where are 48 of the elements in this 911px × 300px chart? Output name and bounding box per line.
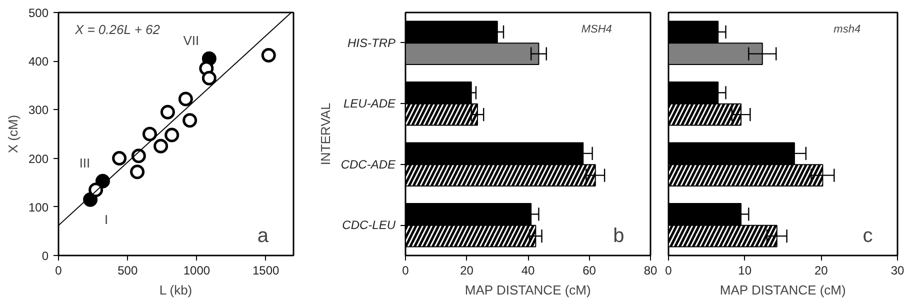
annotation: I xyxy=(104,212,108,228)
x-tick-label: 20 xyxy=(460,264,474,278)
x-tick-label: 80 xyxy=(644,264,658,278)
x-tick-label: 0 xyxy=(665,264,672,278)
y-tick-label: CDC-ADE xyxy=(340,157,396,172)
point xyxy=(154,138,168,154)
y-tick-label: 500 xyxy=(28,6,49,20)
point xyxy=(131,148,146,164)
point xyxy=(112,151,127,166)
x-tick-label: 0 xyxy=(55,264,62,278)
y-tick-label: HIS-TRP xyxy=(348,36,396,50)
point xyxy=(130,164,145,180)
y-axis-title: INTERVAL xyxy=(318,102,333,166)
point xyxy=(164,128,180,142)
x-tick-label: 1000 xyxy=(183,264,210,278)
point xyxy=(182,113,198,128)
annotation: b xyxy=(613,225,624,248)
point xyxy=(160,104,175,120)
y-tick-label: LEU-ADE xyxy=(343,96,396,111)
x-axis-title: MAP DISTANCE (cM) xyxy=(464,282,591,298)
point xyxy=(261,48,276,63)
point xyxy=(178,92,193,106)
annotation: MSH4 xyxy=(581,24,612,36)
x-tick-label: 10 xyxy=(738,264,752,278)
y-tick-label: 0 xyxy=(42,249,49,263)
annotation: c xyxy=(862,225,873,248)
x-tick-label: 1500 xyxy=(252,264,280,278)
annotation: X = 0.26L + 62 xyxy=(74,22,161,38)
y-tick-label: 200 xyxy=(28,152,49,166)
x-axis-title: L (kb) xyxy=(159,282,192,298)
x-tick-label: 60 xyxy=(582,264,596,278)
annotation: a xyxy=(257,225,270,248)
y-tick-label: 100 xyxy=(28,200,49,214)
annotation: msh4 xyxy=(834,24,861,36)
x-tick-label: 0 xyxy=(402,264,410,278)
y-tick-label: 400 xyxy=(28,54,49,69)
x-tick-label: 30 xyxy=(890,264,904,278)
annotation: VII xyxy=(183,33,200,48)
y-tick-label: CDC-LEU xyxy=(342,218,396,232)
x-tick-label: 40 xyxy=(521,264,535,278)
y-axis-title: X (cM) xyxy=(5,114,20,154)
point xyxy=(202,70,216,86)
x-tick-label: 500 xyxy=(118,264,138,278)
annotation: III xyxy=(79,156,90,171)
point xyxy=(142,126,157,142)
x-axis-title: MAP DISTANCE (cM) xyxy=(720,282,846,298)
y-tick-label: 300 xyxy=(28,103,49,118)
x-tick-label: 20 xyxy=(814,264,828,278)
